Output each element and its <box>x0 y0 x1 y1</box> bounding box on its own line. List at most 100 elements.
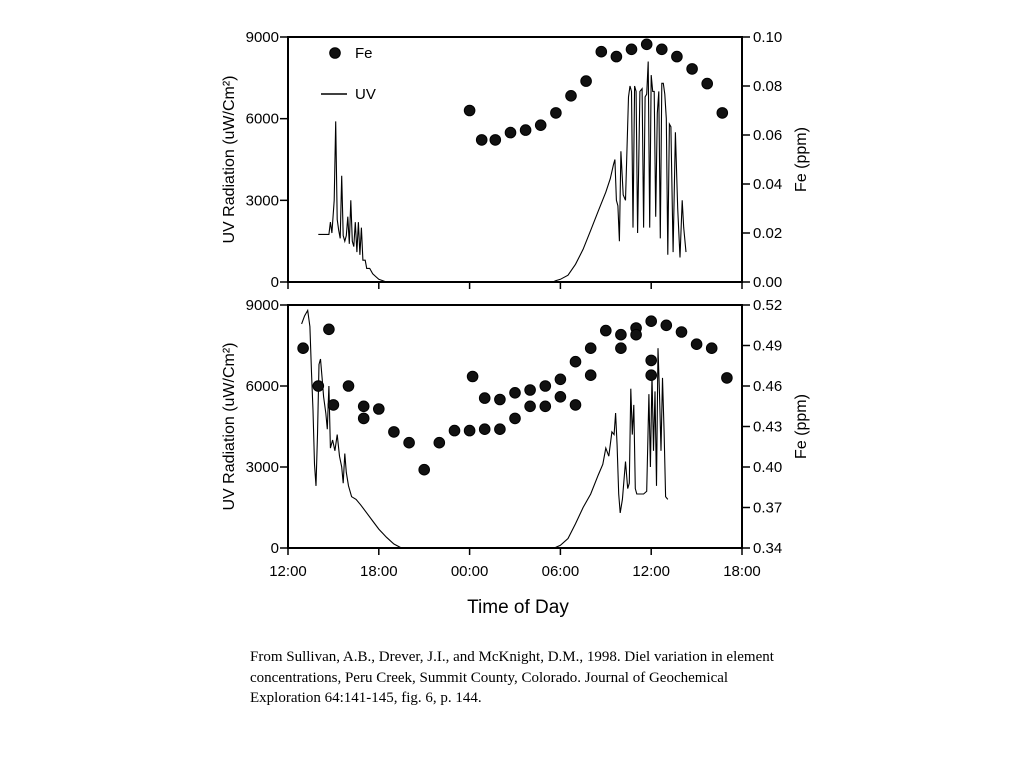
fe-data-point <box>342 380 355 392</box>
left-y-tick-label: 0 <box>271 274 279 291</box>
fe-data-point <box>475 134 488 146</box>
fe-data-point <box>463 104 476 117</box>
uv-series-line <box>318 61 687 282</box>
fe-data-point <box>701 77 714 90</box>
right-y-tick-label: 0.00 <box>753 274 782 291</box>
fe-data-point <box>494 423 506 436</box>
fe-data-point <box>509 412 521 425</box>
fe-data-point <box>554 373 567 386</box>
fe-data-point <box>418 463 431 476</box>
top-panel: 0 3000 6000 9000 0.00 0.02 0.04 0.06 0.08 0.10 UV … <box>221 29 810 291</box>
right-y-tick-label: 0.04 <box>753 176 782 193</box>
fe-data-point <box>580 75 592 87</box>
fe-data-point <box>645 369 658 382</box>
fe-data-point <box>645 315 658 328</box>
fe-data-point <box>388 426 400 438</box>
fe-data-point <box>615 328 627 341</box>
left-y-axis-title: UV Radiation (uW/Cm²) <box>221 342 238 510</box>
fe-data-point <box>565 90 577 102</box>
left-y-tick-label: 9000 <box>246 29 279 46</box>
fe-data-point <box>478 423 491 436</box>
fe-data-point <box>433 436 446 449</box>
fe-data-point <box>640 38 653 51</box>
fe-data-point <box>539 380 552 392</box>
left-y-tick-label: 0 <box>271 540 279 557</box>
right-y-tick-label: 0.49 <box>753 338 782 355</box>
fe-data-point <box>705 342 718 355</box>
fe-data-point <box>660 319 673 332</box>
fe-data-point <box>550 107 562 119</box>
fe-data-point <box>690 338 703 351</box>
fe-data-point <box>610 50 623 63</box>
right-y-axis-title: Fe (ppm) <box>793 394 810 459</box>
fe-data-point <box>569 355 582 368</box>
fe-data-point <box>721 372 733 384</box>
x-tick-label: 12:00 <box>632 563 670 580</box>
left-y-tick-label: 3000 <box>246 192 279 209</box>
uv-series-line <box>301 308 669 548</box>
fe-data-point <box>615 342 627 355</box>
right-y-tick-label: 0.43 <box>753 419 782 436</box>
fe-data-point <box>630 328 642 341</box>
left-y-tick-label: 9000 <box>246 297 279 314</box>
fe-data-point <box>554 391 567 403</box>
bottom-panel: 0 3000 6000 9000 0.34 0.37 0.40 0.43 0.46 0.49 0.5… <box>221 297 810 580</box>
figure-caption: From Sullivan, A.B., Drever, J.I., and M… <box>250 649 774 706</box>
fe-data-point <box>539 400 552 413</box>
fe-data-point <box>466 370 479 383</box>
fe-data-point <box>675 326 688 338</box>
fe-data-point <box>625 43 638 56</box>
plot-frame <box>287 36 743 283</box>
fe-data-point <box>645 354 658 367</box>
fe-data-point <box>448 424 461 437</box>
x-tick-label: 18:00 <box>360 563 398 580</box>
fe-data-point <box>595 45 608 58</box>
fe-data-point <box>569 399 582 411</box>
fe-data-point <box>463 424 476 437</box>
fe-data-point <box>403 436 415 449</box>
right-y-tick-label: 0.46 <box>753 378 782 395</box>
fe-data-point <box>600 324 612 337</box>
x-tick-label: 06:00 <box>542 563 580 580</box>
fe-data-point <box>509 387 521 399</box>
fe-data-point <box>584 342 597 355</box>
fe-data-point <box>534 119 547 131</box>
right-y-tick-label: 0.06 <box>753 127 782 144</box>
fe-data-point <box>524 400 536 413</box>
legend-uv-label: UV <box>355 86 376 103</box>
x-axis-title: Time of Day <box>467 597 569 618</box>
fe-data-point <box>524 384 536 396</box>
right-y-tick-label: 0.37 <box>753 500 782 517</box>
fe-data-point <box>489 134 502 146</box>
fe-data-point <box>323 323 335 336</box>
left-y-tick-label: 6000 <box>246 378 279 395</box>
plot-frame <box>287 304 743 549</box>
right-y-tick-label: 0.34 <box>753 540 782 557</box>
left-y-tick-label: 6000 <box>246 111 279 128</box>
fe-data-point <box>716 107 729 119</box>
fe-data-point <box>686 63 698 75</box>
fe-data-point <box>494 393 506 406</box>
right-y-tick-label: 0.08 <box>753 78 782 95</box>
fe-data-point <box>297 342 309 355</box>
fe-data-point <box>671 50 683 63</box>
right-y-axis-title: Fe (ppm) <box>793 127 810 192</box>
right-y-tick-label: 0.40 <box>753 459 782 476</box>
fe-data-point <box>656 43 668 56</box>
right-y-tick-label: 0.52 <box>753 297 782 314</box>
legend-fe-label: Fe <box>355 45 373 62</box>
legend-fe-marker <box>329 47 341 59</box>
fe-data-point <box>327 399 340 411</box>
fe-data-point <box>478 392 491 404</box>
figure: 0 3000 6000 9000 0.00 0.02 0.04 0.06 0.08 0.10 UV … <box>221 29 810 618</box>
fe-data-point <box>357 412 370 425</box>
fe-data-point <box>519 124 532 136</box>
fe-data-point <box>584 369 597 382</box>
fe-data-point <box>373 403 385 415</box>
left-y-tick-label: 3000 <box>246 459 279 476</box>
fe-data-point <box>357 400 370 413</box>
x-tick-label: 18:00 <box>723 563 761 580</box>
fe-data-point <box>504 126 517 139</box>
left-y-axis-title: UV Radiation (uW/Cm²) <box>221 75 238 243</box>
x-tick-label: 00:00 <box>451 563 489 580</box>
